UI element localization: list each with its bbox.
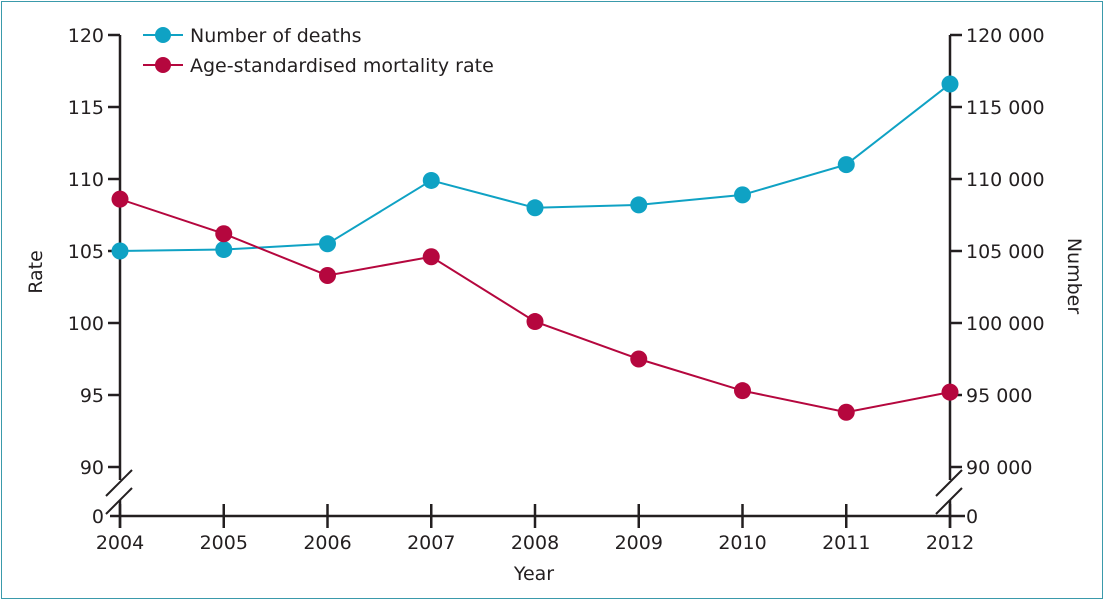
x-tick-label: 2009 bbox=[615, 532, 663, 554]
legend-marker-deaths bbox=[155, 27, 171, 43]
y-left-tick-label: 95 bbox=[80, 385, 104, 407]
series-lines bbox=[119, 83, 951, 414]
y-left-tick-label: 100 bbox=[68, 313, 104, 335]
y-axis-left-label: Rate bbox=[25, 250, 47, 294]
data-point-series-0 bbox=[111, 242, 129, 260]
series-line-1 bbox=[119, 198, 951, 414]
series-points bbox=[111, 75, 959, 421]
legend-label-deaths: Number of deaths bbox=[190, 25, 362, 47]
axis-break-mark bbox=[105, 487, 133, 515]
axis-break-mark bbox=[935, 487, 963, 515]
y-right-tick-label: 105 000 bbox=[966, 241, 1045, 263]
x-axis-label: Year bbox=[513, 563, 554, 585]
data-point-series-1 bbox=[941, 383, 959, 401]
legend: Number of deaths Age-standardised mortal… bbox=[143, 25, 494, 77]
data-point-series-1 bbox=[319, 266, 336, 284]
y-left-tick-label: 90 bbox=[80, 457, 104, 479]
data-point-series-1 bbox=[526, 313, 544, 331]
y-right-tick-label: 120 000 bbox=[966, 25, 1045, 47]
y-right-tick-label: 95 000 bbox=[966, 385, 1032, 407]
x-tick-label: 2012 bbox=[926, 532, 974, 554]
data-point-series-1 bbox=[837, 403, 855, 421]
x-tick-label: 2011 bbox=[822, 532, 870, 554]
y-left-tick-label: 105 bbox=[68, 241, 104, 263]
data-point-series-0 bbox=[630, 196, 648, 214]
data-point-series-1 bbox=[422, 248, 440, 266]
axis-break-mark bbox=[935, 469, 963, 497]
series-line-0 bbox=[119, 83, 951, 252]
x-tick-label: 2005 bbox=[200, 532, 248, 554]
data-point-series-0 bbox=[319, 235, 336, 253]
x-tick-label: 2006 bbox=[303, 532, 351, 554]
legend-marker-rate bbox=[155, 57, 171, 73]
x-tick-label: 2007 bbox=[407, 532, 455, 554]
y-right-tick-label: 90 000 bbox=[966, 457, 1032, 479]
y-right-tick-label: 100 000 bbox=[966, 313, 1045, 335]
y-left-tick-label: 0 bbox=[92, 506, 104, 528]
data-point-series-0 bbox=[215, 241, 233, 259]
axis-break-mark bbox=[105, 469, 133, 497]
data-point-series-1 bbox=[111, 190, 129, 208]
data-point-series-1 bbox=[734, 382, 751, 400]
y-right-tick-label: 110 000 bbox=[966, 169, 1045, 191]
y-left-tick-label: 110 bbox=[68, 169, 104, 191]
y-right-tick-label: 115 000 bbox=[966, 97, 1045, 119]
data-point-series-1 bbox=[630, 350, 648, 368]
data-point-series-0 bbox=[941, 75, 959, 93]
data-point-series-0 bbox=[734, 186, 751, 204]
y-left-tick-label: 115 bbox=[68, 97, 104, 119]
data-point-series-1 bbox=[215, 225, 233, 243]
x-tick-label: 2010 bbox=[718, 532, 766, 554]
legend-label-rate: Age-standardised mortality rate bbox=[190, 55, 494, 77]
y-right-tick-label: 0 bbox=[966, 506, 978, 528]
data-point-series-0 bbox=[422, 171, 440, 189]
y-left-tick-label: 120 bbox=[68, 25, 104, 47]
x-tick-label: 2008 bbox=[511, 532, 559, 554]
data-point-series-0 bbox=[837, 156, 855, 174]
y-axis-right-label: Number bbox=[1063, 238, 1085, 315]
axes: 120 115 110 105 100 95 90 0 120 000 115 000 110 00… bbox=[68, 25, 1045, 554]
data-point-series-0 bbox=[526, 199, 544, 217]
x-tick-label: 2004 bbox=[96, 532, 144, 554]
